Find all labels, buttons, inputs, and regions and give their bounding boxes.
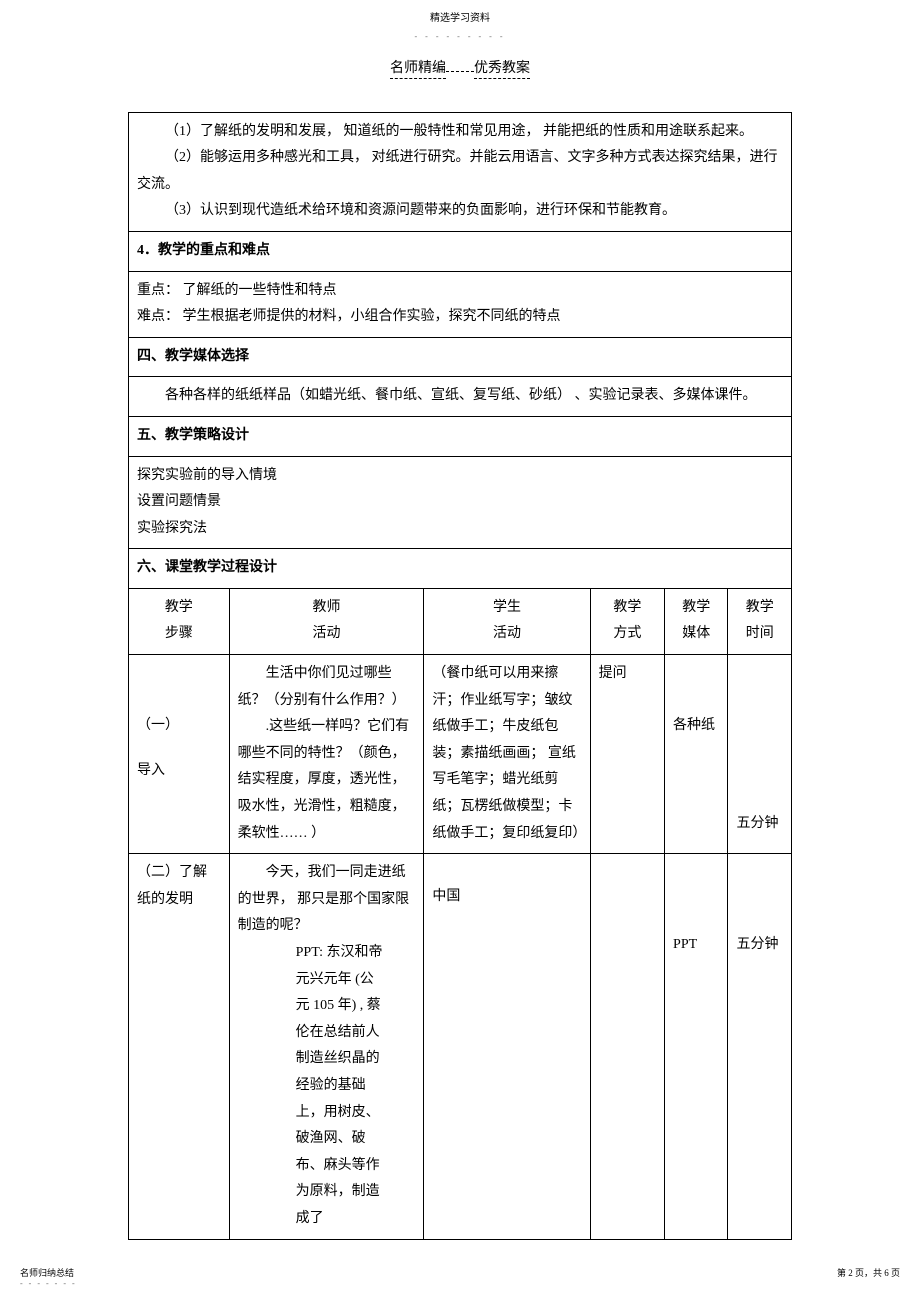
nandian: 难点： 学生根据老师提供的材料，小组合作实验，探究不同纸的特点 xyxy=(137,304,783,331)
objective-2: （2）能够运用多种感光和工具， 对纸进行研究。并能云用语言、文字多种方式表达探究… xyxy=(137,145,783,198)
process-header-row: 教学 步骤 教师 活动 学生 活动 教学 方式 教学 媒体 教学 时间 xyxy=(129,588,792,654)
strategy-title-row: 五、教学策略设计 xyxy=(129,416,792,456)
strategy-line-2: 设置问题情景 xyxy=(137,489,783,516)
time1: 五分钟 xyxy=(736,811,783,838)
header-left: 名师精编 xyxy=(390,61,446,79)
process-row-2: （二）了解纸的发明 今天，我们一同走进纸的世界， 那只是那个国家限制造的呢？ P… xyxy=(129,854,792,1239)
col-step-a: 教学 xyxy=(137,595,221,622)
col-student-b: 活动 xyxy=(432,621,581,648)
footer-left-dots: - - - - - - - xyxy=(20,1277,77,1291)
top-watermark: 精选学习资料 xyxy=(128,10,792,28)
process-title-row: 六、课堂教学过程设计 xyxy=(129,549,792,589)
ppt-label: PPT: xyxy=(296,945,323,960)
media-select-body-row: 各种各样的纸纸样品（如蜡光纸、餐巾纸、宣纸、复写纸、砂纸） 、实验记录表、多媒体… xyxy=(129,377,792,417)
header-right: 优秀教案 xyxy=(474,61,530,79)
process-row-1: （一） 导入 生活中你们见过哪些纸？（分别有什么作用？） .这些纸一样吗？它们有… xyxy=(129,655,792,854)
student1: （餐巾纸可以用来擦汗；作业纸写字；皱纹纸做手工；牛皮纸包装；素描纸画画； 宣纸写… xyxy=(432,661,581,847)
col-student-a: 学生 xyxy=(432,595,581,622)
col-media-b: 媒体 xyxy=(673,621,719,648)
teacher1-a: 生活中你们见过哪些纸？（分别有什么作用？） xyxy=(238,661,416,714)
media-select-title: 四、教学媒体选择 xyxy=(137,349,249,364)
process-title: 六、课堂教学过程设计 xyxy=(137,560,277,575)
step1-b: 导入 xyxy=(137,758,221,785)
col-step-b: 步骤 xyxy=(137,621,221,648)
col-media-a: 教学 xyxy=(673,595,719,622)
lesson-plan-table: （1）了解纸的发明和发展， 知道纸的一般特性和常见用途， 并能把纸的性质和用途联… xyxy=(128,112,792,1240)
strategy-body-row: 探究实验前的导入情境 设置问题情景 实验探究法 xyxy=(129,456,792,549)
col-mode-a: 教学 xyxy=(599,595,656,622)
teacher1-b: .这些纸一样吗？它们有哪些不同的特性？（颜色，结实程度，厚度，透光性，吸水性，光… xyxy=(238,714,416,847)
step1-a: （一） xyxy=(137,713,221,740)
zhongdian: 重点： 了解纸的一些特性和特点 xyxy=(137,278,783,305)
col-time-a: 教学 xyxy=(736,595,783,622)
top-watermark-dots: - - - - - - - - - xyxy=(128,30,792,44)
strategy-title: 五、教学策略设计 xyxy=(137,428,249,443)
student2: 中国 xyxy=(432,884,581,911)
media-select-title-row: 四、教学媒体选择 xyxy=(129,337,792,377)
document-page: 精选学习资料 - - - - - - - - - 名师精编 优秀教案 （1）了解纸… xyxy=(0,0,920,1300)
media1: 各种纸 xyxy=(673,713,719,740)
strategy-line-3: 实验探究法 xyxy=(137,516,783,543)
col-mode-b: 方式 xyxy=(599,621,656,648)
section4-title: 4．教学的重点和难点 xyxy=(137,243,270,258)
ppt-block: PPT: 东汉和帝元兴元年 (公元 105 年) , 蔡伦在总结前人制造丝织晶的… xyxy=(238,940,416,1233)
objective-1: （1）了解纸的发明和发展， 知道纸的一般特性和常见用途， 并能把纸的性质和用途联… xyxy=(137,119,783,146)
section4-body-row: 重点： 了解纸的一些特性和特点 难点： 学生根据老师提供的材料，小组合作实验，探… xyxy=(129,271,792,337)
page-header: 名师精编 优秀教案 xyxy=(128,56,792,81)
objective-3: （3）认识到现代造纸术给环境和资源问题带来的负面影响，进行环保和节能教育。 xyxy=(137,198,783,225)
footer-right: 第 2 页，共 6 页 xyxy=(837,1265,900,1281)
col-teacher-a: 教师 xyxy=(238,595,416,622)
section4-title-row: 4．教学的重点和难点 xyxy=(129,231,792,271)
objectives-row: （1）了解纸的发明和发展， 知道纸的一般特性和常见用途， 并能把纸的性质和用途联… xyxy=(129,112,792,231)
teacher2-a: 今天，我们一同走进纸的世界， 那只是那个国家限制造的呢？ xyxy=(238,860,416,940)
col-time-b: 时间 xyxy=(736,621,783,648)
media2: PPT xyxy=(673,932,719,959)
time2: 五分钟 xyxy=(736,932,783,959)
ppt-body: 东汉和帝元兴元年 (公元 105 年) , 蔡伦在总结前人制造丝织晶的经验的基础… xyxy=(296,945,383,1226)
media-select-body: 各种各样的纸纸样品（如蜡光纸、餐巾纸、宣纸、复写纸、砂纸） 、实验记录表、多媒体… xyxy=(137,383,783,410)
step2: （二）了解纸的发明 xyxy=(137,860,221,913)
strategy-line-1: 探究实验前的导入情境 xyxy=(137,463,783,490)
mode1: 提问 xyxy=(599,661,656,688)
col-teacher-b: 活动 xyxy=(238,621,416,648)
